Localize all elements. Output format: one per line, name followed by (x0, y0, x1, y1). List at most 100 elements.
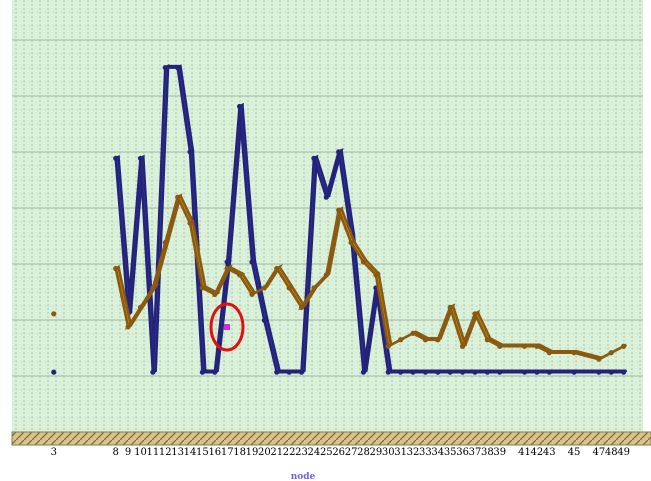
x-tick-label: 43 (543, 447, 556, 458)
x-tick-label: 38 (481, 447, 494, 458)
data-point (236, 103, 243, 110)
x-tick-label: 21 (270, 447, 283, 458)
x-tick-label: 12 (159, 447, 172, 458)
x-tick-label: 8 (113, 447, 119, 458)
data-point (385, 369, 391, 375)
floor-base (11, 431, 651, 446)
data-point (447, 304, 453, 310)
data-point (484, 369, 490, 375)
x-tick-label: 3 (51, 447, 57, 458)
data-point (497, 369, 503, 375)
data-point (459, 369, 466, 375)
data-point (534, 369, 540, 375)
data-point (286, 285, 292, 291)
data-point (274, 369, 280, 375)
x-tick-label: 11 (147, 447, 160, 458)
x-tick-label: 35 (444, 447, 457, 458)
data-point (323, 272, 329, 278)
data-point (249, 259, 255, 265)
data-point (435, 337, 441, 343)
x-tick-label: 45 (568, 447, 581, 458)
data-point (249, 291, 255, 297)
x-tick-label: 30 (382, 447, 395, 458)
data-point (385, 343, 391, 349)
x-tick-label: 42 (531, 447, 544, 458)
data-point (521, 343, 528, 349)
x-tick-label: 25 (320, 447, 333, 458)
data-point (212, 369, 218, 375)
series-1 (51, 64, 627, 375)
plot-area (12, 0, 643, 432)
data-point (410, 330, 416, 336)
x-tick-label: 23 (295, 447, 308, 458)
series-2 (51, 193, 628, 362)
data-point (497, 343, 503, 349)
data-point (224, 265, 230, 272)
data-point (274, 265, 280, 272)
x-tick-label: 49 (617, 447, 630, 458)
x-tick-label: 32 (407, 447, 420, 458)
data-point (311, 155, 317, 161)
x-tick-label: 27 (345, 447, 358, 458)
data-point (336, 149, 342, 155)
x-tick-label: 48 (605, 447, 618, 458)
data-point (534, 343, 540, 349)
data-point (175, 65, 181, 71)
data-point (608, 369, 614, 375)
data-point (298, 304, 305, 310)
data-point (571, 369, 577, 375)
data-point (398, 369, 404, 375)
x-tick-label: 16 (208, 447, 221, 458)
data-point (150, 285, 156, 291)
x-tick-label: 17 (221, 447, 234, 458)
data-point (410, 369, 416, 375)
x-tick-label: 22 (283, 447, 296, 458)
data-point (137, 155, 144, 161)
x-tick-label: 19 (246, 447, 259, 458)
data-point (125, 324, 131, 330)
x-tick-label: 10 (134, 447, 147, 458)
data-point (336, 207, 342, 213)
data-point (348, 239, 354, 246)
highlight-layer (209, 302, 245, 352)
data-point (484, 337, 490, 343)
data-point (571, 350, 577, 356)
data-point (447, 369, 453, 375)
x-tick-label: 37 (469, 447, 482, 458)
data-point (187, 220, 193, 226)
x-tick-label: 33 (419, 447, 432, 458)
data-point (150, 369, 156, 375)
x-axis-title: node (291, 472, 316, 481)
data-point (546, 350, 552, 356)
data-point (199, 285, 206, 291)
data-point (212, 291, 218, 297)
data-point (373, 272, 379, 278)
data-point (261, 285, 267, 291)
data-point (422, 337, 429, 343)
data-point (298, 369, 305, 375)
data-point (199, 369, 206, 375)
x-tick-label: 9 (125, 447, 131, 458)
data-point (236, 272, 243, 278)
x-tick-label: 13 (171, 447, 184, 458)
data-point (398, 337, 404, 343)
data-point (621, 369, 627, 375)
data-point (472, 311, 478, 317)
highlight-ring (209, 302, 245, 352)
x-tick-label: 14 (184, 447, 197, 458)
data-point (459, 343, 466, 349)
data-point (621, 343, 627, 349)
x-tick-label: 15 (196, 447, 209, 458)
data-point (51, 311, 57, 317)
x-tick-label: 31 (394, 447, 407, 458)
data-point (137, 304, 144, 310)
highlight-point (224, 324, 230, 330)
x-tick-label: 47 (592, 447, 605, 458)
data-point (286, 369, 292, 375)
x-tick-labels: 3 8 9 10 11 12 13 14 15 16 17 18 19 20 21 22 23 24 25 26 27 2… (51, 447, 630, 458)
x-tick-label: 39 (493, 447, 506, 458)
x-tick-label: 26 (332, 447, 345, 458)
data-point (175, 194, 181, 200)
